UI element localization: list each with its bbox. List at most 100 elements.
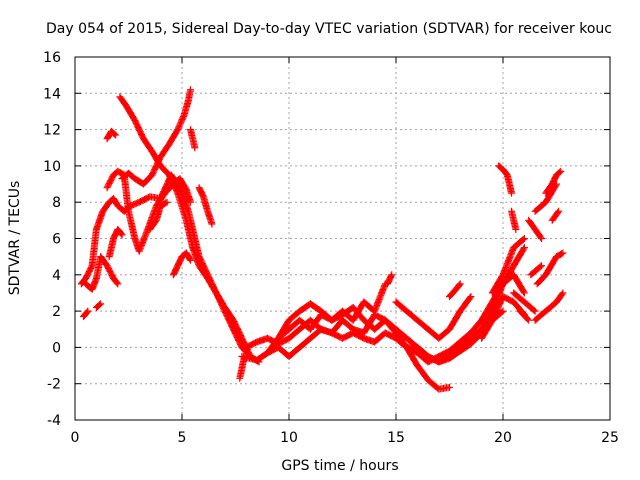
data-point-run [371,311,388,323]
data-point-run [525,216,538,232]
y-tick-label: 8 [52,195,61,211]
y-tick-label: 2 [52,304,61,320]
x-tick-label: 25 [601,430,619,446]
data-point-run [107,127,119,138]
data-point-run [495,162,506,173]
data-point-run [238,353,259,364]
data-point [446,383,453,391]
data-point-run [285,308,302,324]
data-point-run [456,341,474,355]
data-point [538,262,546,270]
data-point-run [424,376,442,392]
data-point-run [306,312,324,333]
data-point-run [140,172,155,188]
data-point-run [478,299,495,324]
data-point-run [148,154,164,179]
series-track-aa [525,216,546,242]
data-point-run [510,289,527,305]
data-point-run [553,168,564,179]
series-track-ai [478,293,528,342]
data-point-run [204,274,219,296]
data-point-run [435,326,452,342]
data-point-run [533,272,549,288]
data-point-run [456,294,474,315]
data-point-run [349,299,367,324]
data-point [163,198,171,206]
data-point-run [392,298,409,314]
data-point [118,231,126,239]
data-point-run [103,262,117,281]
data-point [559,249,567,257]
data-point-run [178,189,192,214]
y-axis-title: SDTVAR / TECUs [7,181,23,296]
data-point-run [157,162,172,178]
data-point-run [349,329,367,342]
data-point-run [381,316,399,336]
data-point [508,189,516,197]
data-point-run [542,254,560,279]
data-point-run [510,271,528,296]
series-track-af [527,262,546,279]
data-point-run [77,276,89,288]
data-point-run [103,172,117,192]
data-point-run [152,203,164,224]
data-point-run [392,334,409,350]
data-point [112,131,120,139]
data-point-run [383,272,395,288]
data-point-run [122,102,138,123]
data-point-run [125,169,138,182]
y-tick-label: 0 [52,340,61,356]
data-point-run [510,236,527,252]
data-point-run [97,253,110,268]
chart-title: Day 054 of 2015, Sidereal Day-to-day VTE… [46,21,612,37]
data-point-run [413,362,431,383]
data-point [531,307,539,315]
data-point-run [135,227,151,255]
data-point-run [229,316,245,341]
data-point [187,86,195,94]
data-point-run [176,175,189,192]
x-tick-label: 5 [178,430,187,446]
data-point [97,300,105,308]
series-track-ag [531,289,567,324]
data-point-run [187,126,198,150]
data-point-run [403,307,420,323]
data-point-run [157,199,170,210]
data-point [187,198,195,206]
data-point-run [488,294,506,324]
data-point [84,307,92,315]
data-point [114,280,122,288]
data-point [191,144,199,152]
data-point-run [446,286,459,301]
data-point-run [510,245,528,270]
series-track-u [403,343,453,393]
series-track-v [446,280,464,301]
data-point-run [446,348,463,362]
series-track-ad [548,207,563,224]
series-track-y [488,235,528,297]
data-point-run [125,207,139,241]
series-track-t [392,293,475,342]
data-point [555,207,563,215]
x-tick-label: 10 [280,430,298,446]
series-track-g [105,225,126,261]
data-point-run [189,225,203,259]
data-point-run [413,343,431,359]
x-tick-label: 15 [387,430,405,446]
data-point-run [116,93,129,109]
data-point-run [456,335,474,351]
data-point [538,235,546,242]
data-point-run [296,335,313,351]
data-point [525,316,533,324]
data-point-run [165,127,181,148]
data-point-run [253,350,270,364]
series-track-e [82,253,122,293]
data-point-run [499,166,510,178]
data-point-run [221,304,236,323]
data-point-run [189,244,203,268]
y-tick-label: 10 [43,159,61,175]
data-point-run [542,299,559,315]
data-point-run [456,330,474,346]
series-track-i [92,300,105,311]
data-point-run [131,117,147,141]
